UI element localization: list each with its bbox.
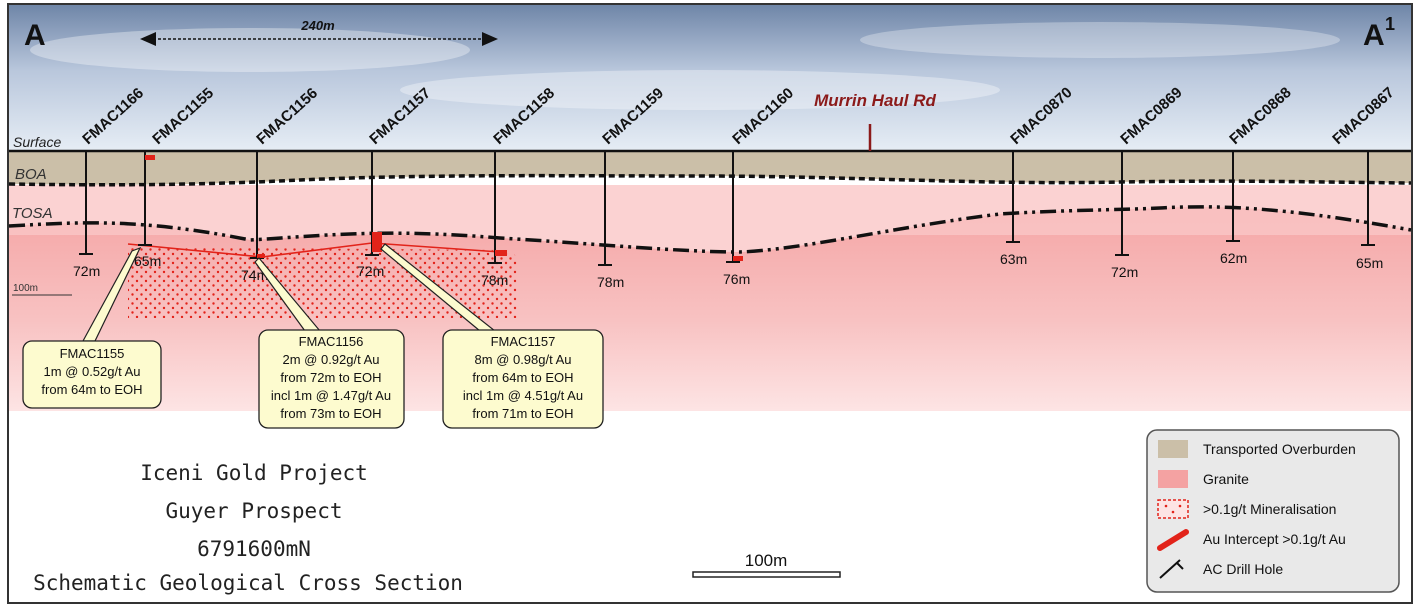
project-title-line1: Iceni Gold Project [140, 461, 368, 485]
project-title-line4: Schematic Geological Cross Section [33, 571, 463, 595]
section-end-right: A [1363, 19, 1385, 52]
callout-line: 1m @ 0.52g/t Au [43, 364, 140, 379]
callout-line: incl 1m @ 1.47g/t Au [271, 388, 391, 403]
project-title-line3: 6791600mN [197, 537, 311, 561]
section-end-left: A [24, 19, 46, 52]
callout-fmac1157: FMAC1157 8m @ 0.98g/t Au from 64m to EOH… [442, 329, 604, 429]
hole-depth: 72m [357, 263, 384, 279]
callout-line: from 64m to EOH [472, 370, 573, 385]
hole-depth: 76m [723, 271, 750, 287]
callout-line: FMAC1157 [491, 334, 556, 349]
callout-fmac1155: FMAC1155 1m @ 0.52g/t Au from 64m to EOH [22, 340, 162, 409]
surface-label: Surface [13, 134, 61, 150]
boa-boundary [8, 173, 1412, 187]
granite-swatch [1158, 470, 1188, 488]
scale-bar-bottom: 100m [692, 551, 841, 578]
legend-label: AC Drill Hole [1203, 561, 1283, 577]
depth-marker-label: 100m [13, 283, 38, 294]
hole-depth-labels: 72m 65m 74m 72m 78m 78m 76m 63m 72m 62m … [73, 250, 1383, 290]
intercept-trend-line [127, 242, 501, 258]
au-intercept [372, 232, 382, 252]
hole-depth: 78m [481, 272, 508, 288]
au-intercept [495, 250, 507, 256]
section-end-right-superscript: 1 [1385, 14, 1395, 34]
tosa-label: TOSA [12, 205, 53, 222]
callout-line: from 64m to EOH [41, 382, 142, 397]
drill-holes [79, 151, 1375, 266]
callout-line: incl 1m @ 4.51g/t Au [463, 388, 583, 403]
overburden-swatch [1158, 440, 1188, 458]
project-title-block: Iceni Gold Project Guyer Prospect 679160… [33, 461, 463, 595]
callout-line: 2m @ 0.92g/t Au [282, 352, 379, 367]
drill-hole-icon [1159, 559, 1184, 579]
legend-label: Granite [1203, 471, 1249, 487]
hole-depth: 65m [134, 253, 161, 269]
hole-depth: 65m [1356, 255, 1383, 271]
hole-depth: 63m [1000, 251, 1027, 267]
callout-line: from 71m to EOH [472, 406, 573, 421]
callout-line: FMAC1155 [60, 346, 125, 361]
legend-label: Transported Overburden [1203, 441, 1356, 457]
hole-depth: 72m [73, 263, 100, 279]
scale-bottom-label: 100m [745, 551, 788, 570]
mineralisation-swatch [1157, 499, 1189, 519]
callout-fmac1156: FMAC1156 2m @ 0.92g/t Au from 72m to EOH… [258, 329, 405, 429]
callout-line: from 72m to EOH [280, 370, 381, 385]
legend: Transported Overburden Granite >0.1g/t M… [1146, 429, 1400, 593]
au-intercept [733, 256, 743, 261]
hole-depth: 62m [1220, 250, 1247, 266]
hole-depth: 78m [597, 274, 624, 290]
au-intercepts [145, 155, 743, 261]
scale-top-label: 240m [300, 18, 335, 33]
intercept-swatch [1157, 529, 1189, 551]
tosa-boundary [8, 205, 1412, 254]
legend-label: >0.1g/t Mineralisation [1203, 501, 1336, 517]
callout-line: FMAC1156 [299, 334, 364, 349]
boa-label: BOA [15, 166, 47, 183]
mineralisation-zone [128, 247, 518, 318]
project-title-line2: Guyer Prospect [165, 499, 342, 523]
hole-depth: 72m [1111, 264, 1138, 280]
callout-line: from 73m to EOH [280, 406, 381, 421]
au-intercept [257, 254, 265, 258]
sky-background [9, 5, 1411, 151]
callout-line: 8m @ 0.98g/t Au [474, 352, 571, 367]
road-label: Murrin Haul Rd [814, 91, 936, 110]
legend-label: Au Intercept >0.1g/t Au [1203, 531, 1346, 547]
au-intercept [145, 155, 155, 160]
